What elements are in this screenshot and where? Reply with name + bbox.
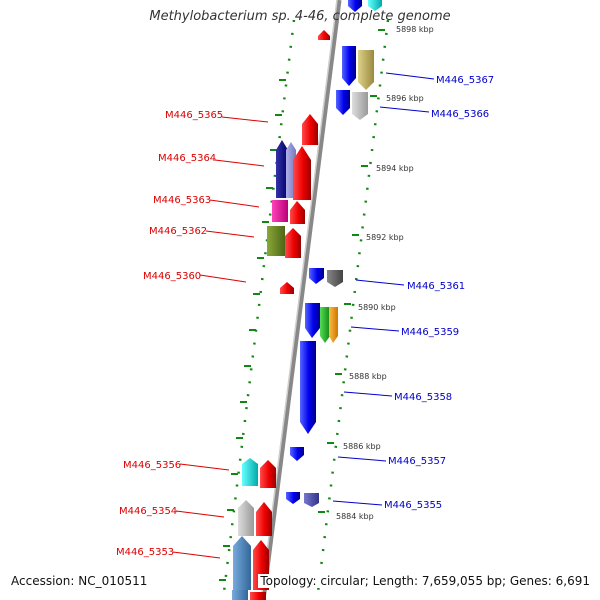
gene-m446-5363-mag bbox=[272, 200, 288, 222]
gene-m446-5361 bbox=[309, 268, 324, 284]
gene-m446-5364-navy bbox=[276, 140, 288, 198]
gene-m446-5366 bbox=[336, 90, 350, 115]
gene-m446-5354-red bbox=[256, 502, 272, 536]
leader-line bbox=[199, 274, 247, 283]
kbp-label: 5896 kbp bbox=[386, 94, 424, 103]
gene-bottom-steel bbox=[232, 590, 248, 600]
gene-label-m446-5355: M446_5355 bbox=[384, 500, 442, 511]
leader-line bbox=[175, 510, 225, 518]
leader-line bbox=[214, 159, 265, 167]
gene-m446-5355-purple bbox=[304, 493, 319, 507]
kbp-label: 5884 kbp bbox=[336, 512, 374, 521]
kbp-label: 5886 kbp bbox=[343, 442, 381, 451]
leader-line bbox=[179, 463, 230, 471]
left-tick-marks bbox=[219, 79, 286, 581]
gene-label-m446-5357: M446_5357 bbox=[388, 456, 446, 467]
accession-label: Accession: NC_010511 bbox=[9, 574, 150, 588]
kbp-labels: 5898 kbp 5896 kbp 5894 kbp 5892 kbp 5890… bbox=[336, 25, 434, 521]
gene-m446-5367 bbox=[342, 46, 356, 86]
topology-label: Topology: circular; Length: 7,659,055 bp… bbox=[258, 574, 592, 588]
gene-label-m446-5362: M446_5362 bbox=[149, 226, 207, 237]
forward-strand-genes bbox=[232, 114, 318, 600]
gene-m446-5360 bbox=[280, 282, 294, 294]
kbp-label: 5898 kbp bbox=[396, 25, 434, 34]
leader-line bbox=[379, 106, 430, 113]
leader-line bbox=[332, 500, 383, 506]
gene-bottom-red bbox=[250, 592, 266, 600]
gene-m446-5356-cyan bbox=[242, 458, 258, 486]
gene-m446-5366-grey bbox=[352, 92, 368, 120]
gene-label-m446-5354: M446_5354 bbox=[119, 506, 177, 517]
kbp-label: 5890 kbp bbox=[358, 303, 396, 312]
gene-label-m446-5361: M446_5361 bbox=[407, 281, 465, 292]
gene-label-m446-5366: M446_5366 bbox=[431, 109, 489, 120]
gene-khaki bbox=[358, 50, 374, 90]
leader-line bbox=[385, 72, 435, 80]
gene-m446-5359-green bbox=[320, 307, 330, 343]
gene-label-m446-5364: M446_5364 bbox=[158, 153, 216, 164]
gene-m446-5358 bbox=[300, 341, 316, 434]
right-tick-marks bbox=[318, 29, 385, 513]
leader-line bbox=[343, 391, 393, 397]
gene-label-m446-5365: M446_5365 bbox=[165, 110, 223, 121]
gene-label-m446-5358: M446_5358 bbox=[394, 392, 452, 403]
leader-line bbox=[350, 326, 400, 332]
gene-top-cyan bbox=[368, 0, 382, 11]
leader-line bbox=[221, 116, 269, 123]
gene-m446-5359 bbox=[305, 303, 320, 338]
reverse-strand-genes bbox=[286, 0, 382, 507]
gene-m446-5362-red bbox=[285, 228, 301, 258]
gene-m446-5363-red bbox=[290, 201, 305, 224]
gene-label-m446-5353: M446_5353 bbox=[116, 547, 174, 558]
gene-label-m446-5359: M446_5359 bbox=[401, 327, 459, 338]
genome-backbone-highlight bbox=[260, 0, 338, 600]
gene-m446-5357 bbox=[290, 447, 304, 461]
left-gene-labels: M446_5365 M446_5364 M446_5363 M446_5362 … bbox=[116, 110, 269, 559]
gene-label-m446-5356: M446_5356 bbox=[123, 460, 181, 471]
gene-m446-5361-grey bbox=[327, 270, 343, 287]
gene-m446-5362-olive bbox=[267, 226, 285, 256]
page-title: Methylobacterium sp. 4-46, complete geno… bbox=[149, 9, 451, 24]
gene-m446-5355 bbox=[286, 492, 300, 504]
gene-m446-5356-red bbox=[260, 460, 276, 488]
leader-line bbox=[337, 456, 387, 462]
gene-top-red bbox=[318, 30, 330, 40]
gene-top-blue bbox=[348, 0, 362, 12]
gene-m446-5353-steel bbox=[233, 536, 251, 590]
kbp-label: 5888 kbp bbox=[349, 372, 387, 381]
genome-backbone bbox=[260, 0, 342, 600]
right-gene-labels: M446_5367 M446_5366 M446_5361 M446_5359 … bbox=[332, 72, 494, 511]
gene-label-m446-5367: M446_5367 bbox=[436, 75, 494, 86]
gene-label-m446-5363: M446_5363 bbox=[153, 195, 211, 206]
leader-line bbox=[355, 279, 405, 286]
leader-line bbox=[205, 230, 255, 238]
kbp-label: 5892 kbp bbox=[366, 233, 404, 242]
gene-m446-5359-orange bbox=[329, 307, 338, 343]
leader-line bbox=[172, 551, 221, 559]
kbp-label: 5894 kbp bbox=[376, 164, 414, 173]
leader-line bbox=[209, 199, 260, 208]
gene-m446-5365 bbox=[302, 114, 318, 145]
gene-label-m446-5360: M446_5360 bbox=[143, 271, 201, 282]
gene-m446-5354-grey bbox=[238, 500, 254, 536]
gene-m446-5364-red bbox=[293, 146, 311, 200]
